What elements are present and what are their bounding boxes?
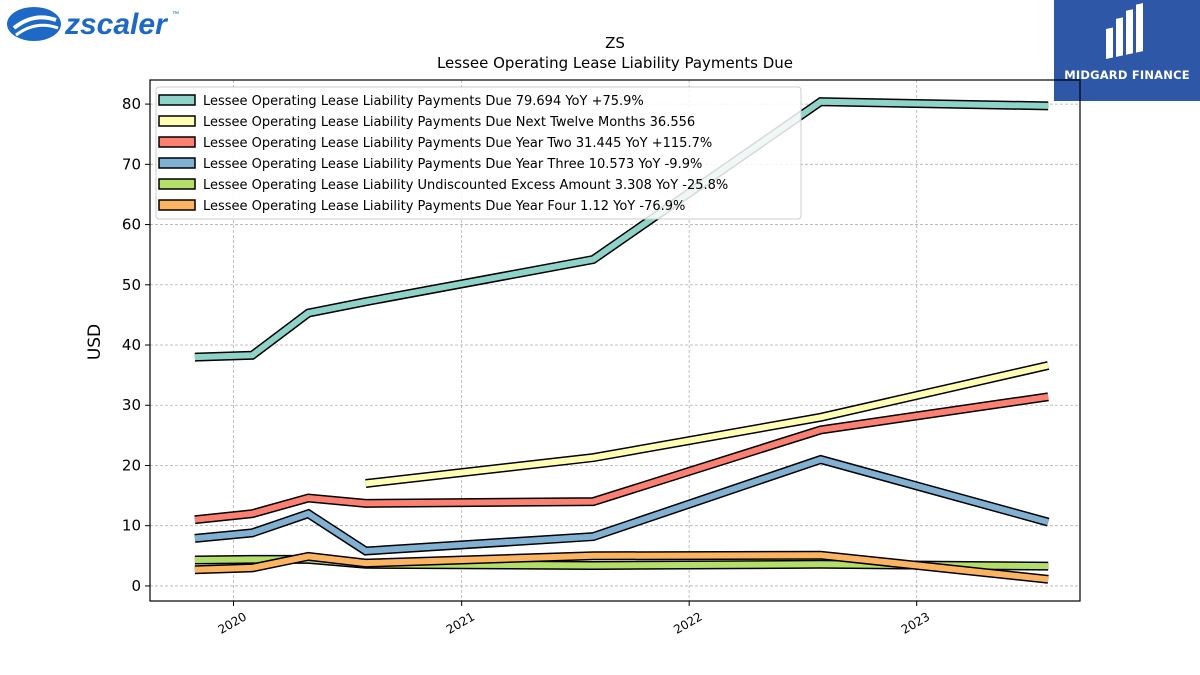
y-tick-label: 20 xyxy=(122,456,141,474)
series-outline xyxy=(194,454,1050,556)
series-line-3 xyxy=(194,392,1049,525)
legend: Lessee Operating Lease Liability Payment… xyxy=(155,86,802,220)
chart-title: ZS xyxy=(605,34,625,52)
legend-swatch xyxy=(158,136,196,148)
x-tick-label: 2020 xyxy=(216,609,249,636)
legend-swatch xyxy=(158,178,196,190)
legend-swatch xyxy=(158,199,196,211)
y-tick-label: 60 xyxy=(122,216,141,234)
legend-label: Lessee Operating Lease Liability Payment… xyxy=(203,157,702,172)
series-stroke xyxy=(194,393,1049,523)
legend-box xyxy=(155,86,802,220)
legend-swatch xyxy=(158,94,196,106)
y-tick-label: 70 xyxy=(122,155,141,173)
series-line-1 xyxy=(194,97,1049,362)
series-stroke xyxy=(365,362,1049,487)
y-tick-label: 30 xyxy=(122,396,141,414)
y-tick-label: 80 xyxy=(122,95,141,113)
y-axis: 0 10 20 30 40 50 60 70 80 xyxy=(122,95,150,595)
y-axis-label: USD xyxy=(85,324,105,360)
x-tick-label: 2021 xyxy=(444,609,477,636)
midgard-finance-logo: MIDGARD FINANCE xyxy=(1054,0,1200,101)
series-line-2 xyxy=(365,361,1050,488)
series-line-6 xyxy=(194,550,1049,584)
legend-label: Lessee Operating Lease Liability Payment… xyxy=(203,94,644,109)
zscaler-wordmark: zscaler xyxy=(64,8,169,41)
legend-label: Lessee Operating Lease Liability Payment… xyxy=(203,199,685,214)
x-axis: 2020 2021 2022 2023 xyxy=(216,601,932,637)
y-tick-label: 40 xyxy=(122,336,141,354)
series-stroke xyxy=(194,552,1049,583)
legend-label: Lessee Operating Lease Liability Payment… xyxy=(203,136,712,151)
y-tick-label: 10 xyxy=(122,517,141,535)
x-tick-label: 2023 xyxy=(899,609,932,636)
trademark-symbol: ™ xyxy=(172,11,179,18)
legend-label: Lessee Operating Lease Liability Undisco… xyxy=(203,178,728,193)
series-stroke xyxy=(194,456,1049,555)
plot-area-frame xyxy=(149,79,1081,602)
y-tick-label: 50 xyxy=(122,276,141,294)
midgard-monogram-icon xyxy=(1106,3,1143,59)
partner-name: MIDGARD FINANCE xyxy=(1064,68,1190,82)
zscaler-logo: zscaler ™ xyxy=(7,7,179,41)
zscaler-cloud-icon xyxy=(7,7,61,41)
series-stroke xyxy=(194,98,1049,361)
chart-subtitle: Lessee Operating Lease Liability Payment… xyxy=(437,54,793,72)
y-tick-label: 0 xyxy=(131,577,141,595)
series-line-4 xyxy=(194,454,1050,556)
series-lines xyxy=(194,97,1050,584)
legend-swatch xyxy=(158,115,196,127)
legend-label: Lessee Operating Lease Liability Payment… xyxy=(203,115,695,130)
legend-swatch xyxy=(158,157,196,169)
x-tick-label: 2022 xyxy=(671,609,704,636)
